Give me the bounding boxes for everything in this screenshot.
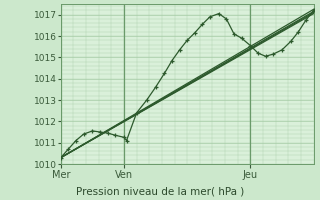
Text: Pression niveau de la mer( hPa ): Pression niveau de la mer( hPa )	[76, 186, 244, 196]
